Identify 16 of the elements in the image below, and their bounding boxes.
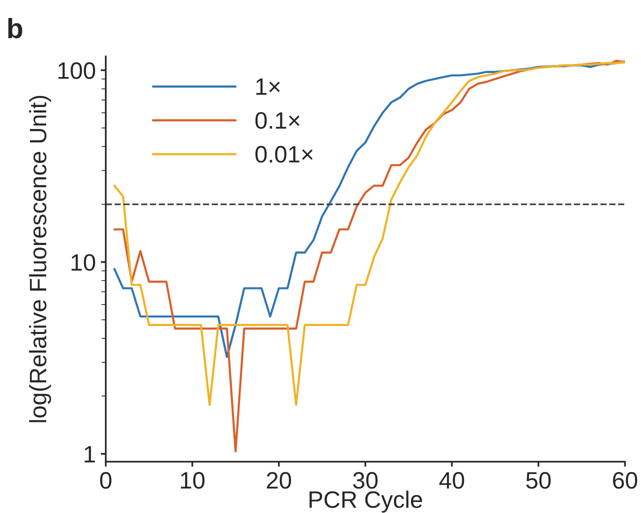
legend-label: 0.01× bbox=[255, 146, 313, 163]
y-axis-title: log(Relative Fluorescence Unit) bbox=[29, 96, 52, 422]
chart-title: b bbox=[8, 18, 22, 38]
x-tick-label: 0 bbox=[100, 472, 112, 489]
x-tick-label: 40 bbox=[439, 472, 464, 489]
x-tick-label: 30 bbox=[353, 472, 378, 489]
y-tick-label: 10 bbox=[72, 254, 96, 271]
legend-label: 0.1× bbox=[255, 112, 300, 129]
x-tick-label: 60 bbox=[613, 472, 638, 489]
x-tick-label: 50 bbox=[526, 472, 551, 489]
legend-label: 1× bbox=[256, 78, 280, 95]
x-tick-label: 10 bbox=[180, 472, 205, 489]
y-tick-label: 1 bbox=[84, 446, 95, 462]
x-axis-title: PCR Cycle bbox=[310, 490, 422, 513]
y-tick-label: 100 bbox=[58, 62, 96, 80]
x-tick-label: 20 bbox=[266, 472, 292, 489]
